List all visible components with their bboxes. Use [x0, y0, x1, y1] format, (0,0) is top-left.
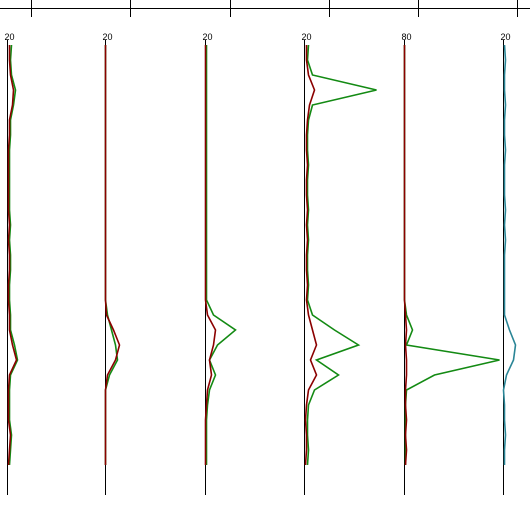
log-curve: [304, 45, 318, 466]
ruler: [0, 0, 530, 17]
log-curve: [403, 45, 500, 465]
log-curve: [8, 44, 19, 466]
log-curve: [204, 45, 217, 465]
log-curve: [205, 45, 237, 465]
log-curve: [104, 45, 121, 465]
track-scale-label: 80: [401, 32, 411, 42]
log-curve: [306, 44, 377, 466]
log-curve: [7, 45, 18, 466]
log-curve: [502, 44, 517, 465]
track-scale-label: 20: [500, 32, 510, 42]
track-scale-label: 20: [102, 32, 112, 42]
track-scale-label: 20: [301, 32, 311, 42]
track-scale-label: 20: [202, 32, 212, 42]
track-scale-label: 20: [4, 32, 14, 42]
log-curve: [403, 45, 408, 466]
log-curve: [104, 45, 119, 465]
